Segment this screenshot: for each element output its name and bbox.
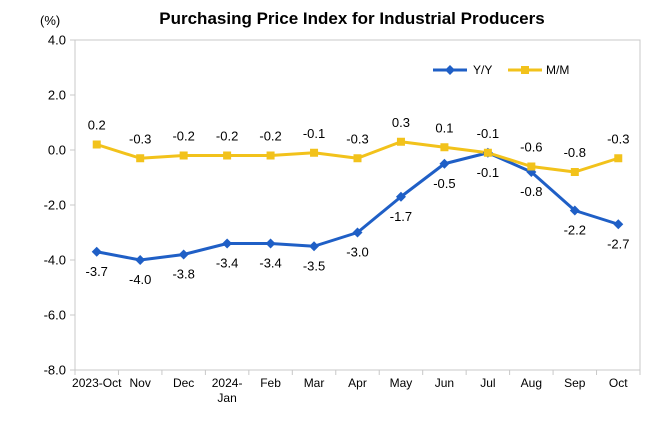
x-tick-label: Jul (480, 376, 495, 390)
data-point-y-y (222, 238, 233, 249)
data-point-y-y (352, 227, 363, 238)
series-markers (91, 137, 624, 265)
data-point-m-m (527, 162, 536, 171)
data-point-m-m (440, 143, 449, 152)
x-tick-label: Nov (130, 376, 151, 390)
data-point-m-m (266, 151, 275, 160)
x-tick-label: Jun (435, 376, 454, 390)
data-point-m-m (614, 154, 623, 163)
data-label-y-y: -2.2 (564, 223, 586, 238)
data-point-m-m (92, 140, 101, 149)
data-label-y-y: -3.4 (259, 256, 281, 271)
data-label-m-m: -0.6 (520, 140, 542, 155)
y-tick-label: -4.0 (44, 253, 66, 268)
data-point-m-m (353, 154, 362, 163)
data-label-m-m: -0.1 (303, 126, 325, 141)
data-label-y-y: -0.5 (433, 176, 455, 191)
x-tick-label: Mar (304, 376, 325, 390)
data-label-y-y: -0.8 (520, 184, 542, 199)
data-label-m-m: -0.1 (477, 126, 499, 141)
data-label-y-y: -2.7 (607, 236, 629, 251)
legend-marker-y-y (445, 65, 455, 75)
legend-label-y-y: Y/Y (473, 63, 492, 77)
data-label-m-m: -0.3 (346, 131, 368, 146)
data-label-y-y: -1.7 (390, 209, 412, 224)
y-tick-label: -2.0 (44, 198, 66, 213)
x-tick-label: Aug (521, 376, 542, 390)
y-tick-label: 0.0 (48, 143, 66, 158)
data-point-y-y (309, 241, 320, 252)
data-point-y-y (178, 249, 189, 260)
data-label-m-m: 0.2 (88, 118, 106, 133)
y-tick-label: -6.0 (44, 308, 66, 323)
data-label-m-m: -0.3 (129, 131, 151, 146)
data-labels: -3.7 -4.0 -3.8 -3.4 -3.4 -3.5 -3.0 -1.7 -0.5 -0.1… (86, 115, 630, 287)
data-point-m-m (396, 137, 405, 146)
data-label-y-y: -3.0 (346, 245, 368, 260)
data-label-y-y: -3.8 (172, 267, 194, 282)
legend-label-m-m: M/M (546, 63, 569, 77)
data-point-y-y (613, 219, 624, 230)
data-label-m-m: -0.2 (216, 129, 238, 144)
data-label-y-y: -3.5 (303, 258, 325, 273)
data-label-y-y: -3.7 (86, 264, 108, 279)
x-tick-label: May (390, 376, 413, 390)
data-label-y-y: -3.4 (216, 256, 238, 271)
x-tick-label: Sep (564, 376, 586, 390)
data-label-m-m: 0.1 (435, 120, 453, 135)
axes: 4.0 2.0 0.0 -2.0 -4.0 -6.0 -8.0 2023-Oct Nov Dec 2… (44, 33, 641, 405)
plot-area-frame (74, 39, 641, 371)
legend-marker-m-m (521, 66, 529, 74)
data-label-y-y: -0.1 (477, 165, 499, 180)
data-point-y-y (265, 238, 276, 249)
data-point-m-m (310, 148, 319, 157)
chart-title: Purchasing Price Index for Industrial Pr… (159, 9, 544, 28)
data-label-m-m: -0.3 (607, 131, 629, 146)
x-tick-label: Oct (609, 376, 628, 390)
y-tick-label: -8.0 (44, 363, 66, 378)
data-label-y-y: -4.0 (129, 272, 151, 287)
data-point-y-y (91, 246, 102, 257)
data-point-m-m (136, 154, 145, 163)
data-label-m-m: -0.2 (172, 129, 194, 144)
data-point-y-y (439, 158, 450, 169)
legend: Y/Y M/M (433, 63, 569, 77)
data-label-m-m: 0.3 (392, 115, 410, 130)
x-tick-label: 2024-Jan (212, 376, 243, 405)
data-point-m-m (570, 168, 579, 176)
data-point-m-m (223, 151, 232, 160)
data-point-y-y (569, 205, 580, 216)
data-point-m-m (179, 151, 188, 160)
y-tick-label: 4.0 (48, 33, 66, 48)
x-tick-label: Dec (173, 376, 194, 390)
y-tick-label: 2.0 (48, 88, 66, 103)
data-label-m-m: -0.8 (564, 145, 586, 160)
x-tick-label: Apr (348, 376, 367, 390)
x-tick-label: Feb (260, 376, 281, 390)
x-tick-label: 2023-Oct (72, 376, 122, 390)
data-point-m-m (483, 148, 492, 157)
data-label-m-m: -0.2 (259, 129, 281, 144)
y-unit-label: (%) (40, 13, 60, 28)
data-point-y-y (135, 255, 146, 265)
data-point-y-y (395, 191, 406, 202)
